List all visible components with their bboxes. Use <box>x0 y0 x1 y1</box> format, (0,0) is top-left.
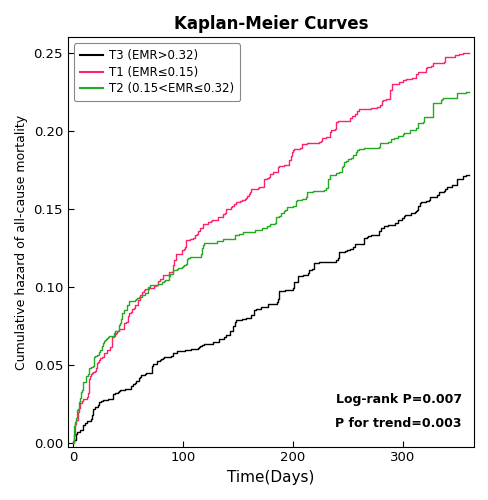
Text: Log-rank P=0.007: Log-rank P=0.007 <box>335 392 461 406</box>
X-axis label: Time(Days): Time(Days) <box>227 470 314 485</box>
Title: Kaplan-Meier Curves: Kaplan-Meier Curves <box>173 15 367 33</box>
Y-axis label: Cumulative hazard of all-cause mortality: Cumulative hazard of all-cause mortality <box>15 114 28 370</box>
Text: P for trend=0.003: P for trend=0.003 <box>335 417 461 430</box>
Legend: T3 (EMR>0.32), T1 (EMR≤0.15), T2 (0.15<EMR≤0.32): T3 (EMR>0.32), T1 (EMR≤0.15), T2 (0.15<E… <box>74 43 240 101</box>
